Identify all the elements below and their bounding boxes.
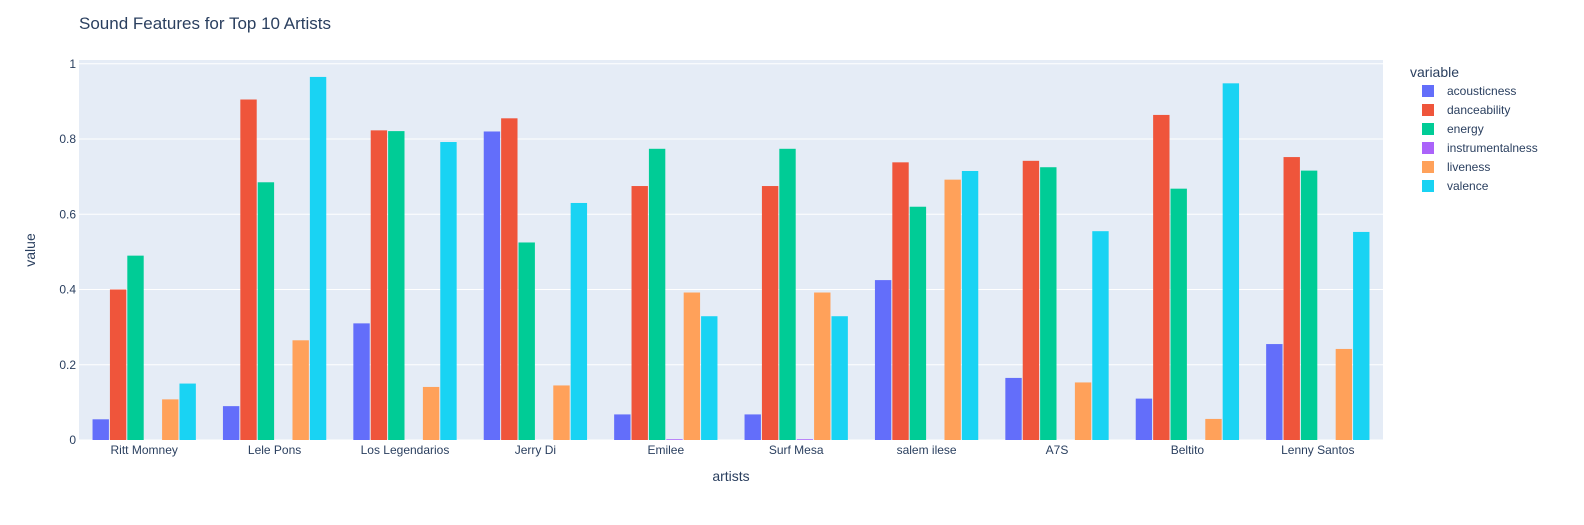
legend-swatch[interactable] bbox=[1422, 104, 1434, 116]
bar-energy bbox=[1170, 188, 1187, 440]
y-tick-label: 0.8 bbox=[59, 132, 76, 146]
legend-swatch[interactable] bbox=[1422, 180, 1434, 192]
legend-title: variable bbox=[1410, 64, 1459, 80]
legend-label: instrumentalness bbox=[1447, 141, 1538, 155]
y-tick-label: 0.4 bbox=[59, 283, 76, 297]
bar-acousticness bbox=[353, 323, 370, 440]
y-tick-label: 0.2 bbox=[59, 358, 76, 372]
y-axis-ticks: 0 0.2 0.4 0.6 0.8 1 bbox=[59, 57, 76, 447]
bar-acousticness bbox=[222, 406, 240, 440]
legend-swatch[interactable] bbox=[1422, 85, 1434, 97]
legend-label: energy bbox=[1447, 122, 1484, 136]
bar-energy bbox=[257, 182, 275, 440]
bar-liveness bbox=[814, 292, 831, 440]
legend-label: acousticness bbox=[1447, 84, 1516, 98]
legend-label: danceability bbox=[1447, 103, 1510, 117]
bar-liveness bbox=[683, 292, 701, 440]
bar-acousticness bbox=[1005, 377, 1022, 440]
bar-acousticness bbox=[1266, 344, 1283, 440]
bar-valence bbox=[440, 142, 457, 440]
y-tick-label: 0.6 bbox=[59, 207, 76, 221]
bar-valence bbox=[179, 383, 196, 440]
bar-valence bbox=[961, 170, 979, 440]
x-axis-title: artists bbox=[712, 468, 749, 484]
x-tick-label: Jerry Di bbox=[515, 443, 556, 457]
bar-valence bbox=[309, 76, 327, 440]
bar-liveness bbox=[292, 340, 309, 440]
bar-energy bbox=[909, 206, 927, 440]
bar-danceability bbox=[761, 186, 779, 440]
legend: variable acousticness danceability energy i… bbox=[1410, 64, 1538, 193]
bar-energy bbox=[127, 255, 144, 440]
bar-danceability bbox=[1022, 160, 1040, 441]
x-tick-label: A7S bbox=[1046, 443, 1069, 457]
bar-instrumentalness bbox=[666, 439, 683, 440]
bar-energy bbox=[518, 242, 535, 440]
bar-liveness bbox=[553, 385, 570, 440]
x-tick-label: Lele Pons bbox=[248, 443, 301, 457]
bar-acousticness bbox=[92, 419, 109, 440]
x-axis-ticks: Ritt Momney Lele Pons Los Legendarios Jerry… bbox=[111, 443, 1355, 457]
x-tick-label: Surf Mesa bbox=[769, 443, 824, 457]
legend-swatch[interactable] bbox=[1422, 142, 1434, 154]
bar-liveness bbox=[422, 386, 440, 440]
bar-energy bbox=[388, 131, 405, 440]
bar-valence bbox=[1222, 83, 1240, 441]
bar-liveness bbox=[944, 179, 961, 441]
bar-liveness bbox=[1335, 348, 1353, 440]
y-tick-label: 0 bbox=[69, 433, 76, 447]
bar-energy bbox=[1040, 167, 1057, 440]
bar-valence bbox=[1092, 231, 1109, 440]
bar-liveness bbox=[1074, 382, 1092, 440]
bar-instrumentalness bbox=[796, 439, 814, 440]
chart-title: Sound Features for Top 10 Artists bbox=[79, 14, 331, 33]
bar-danceability bbox=[1153, 114, 1170, 440]
x-tick-label: Lenny Santos bbox=[1281, 443, 1354, 457]
bar-danceability bbox=[370, 130, 388, 440]
bar-danceability bbox=[109, 289, 127, 440]
bar-valence bbox=[831, 316, 848, 440]
x-tick-label: Emilee bbox=[647, 443, 684, 457]
legend-label: liveness bbox=[1447, 160, 1490, 174]
x-tick-label: Beltito bbox=[1171, 443, 1205, 457]
bar-acousticness bbox=[744, 414, 761, 440]
x-tick-label: Ritt Momney bbox=[111, 443, 178, 457]
bar-acousticness bbox=[874, 280, 892, 440]
bar-energy bbox=[1300, 170, 1318, 440]
bar-valence bbox=[1353, 231, 1370, 440]
y-axis-title: value bbox=[22, 233, 38, 267]
x-tick-label: salem ilese bbox=[897, 443, 957, 457]
bar-acousticness bbox=[483, 131, 501, 440]
legend-swatch[interactable] bbox=[1422, 161, 1434, 173]
bar-valence bbox=[701, 316, 718, 440]
x-tick-label: Los Legendarios bbox=[361, 443, 450, 457]
bars bbox=[92, 76, 1370, 441]
plot-area bbox=[79, 60, 1383, 440]
bar-acousticness bbox=[1135, 398, 1153, 440]
bar-liveness bbox=[162, 399, 179, 440]
bar-energy bbox=[648, 148, 666, 440]
legend-swatch[interactable] bbox=[1422, 123, 1434, 135]
legend-label: valence bbox=[1447, 179, 1489, 193]
bar-energy bbox=[779, 148, 796, 440]
y-tick-label: 1 bbox=[69, 57, 76, 71]
bar-valence bbox=[570, 202, 588, 440]
bar-liveness bbox=[1205, 418, 1222, 440]
bar-danceability bbox=[892, 162, 909, 440]
bar-acousticness bbox=[614, 414, 631, 440]
bar-danceability bbox=[240, 99, 257, 441]
bar-danceability bbox=[501, 118, 518, 440]
bar-danceability bbox=[1283, 157, 1300, 440]
bar-danceability bbox=[631, 186, 648, 440]
